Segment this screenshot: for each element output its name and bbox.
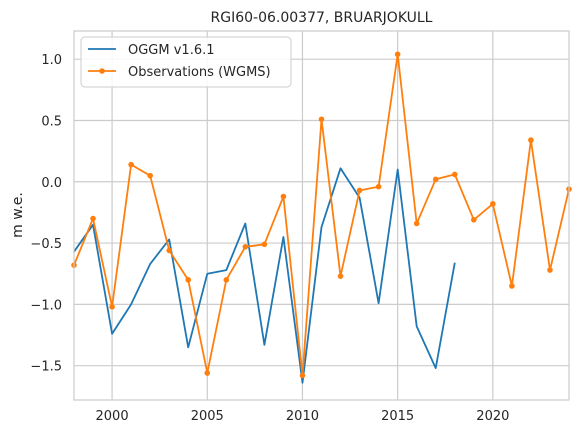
data-point xyxy=(147,172,153,179)
x-tick-label: 2000 xyxy=(96,409,129,424)
series-layer xyxy=(71,51,572,384)
data-point xyxy=(356,187,363,194)
data-point xyxy=(299,372,306,379)
data-point xyxy=(337,273,344,279)
y-tick-label: 0.0 xyxy=(41,176,62,191)
y-axis-label: m w.e. xyxy=(10,192,26,238)
data-point xyxy=(280,193,287,200)
data-point xyxy=(90,215,96,222)
data-point xyxy=(318,116,325,123)
data-point xyxy=(375,183,382,190)
series-line-1 xyxy=(73,53,570,377)
y-tick-label: −1.5 xyxy=(30,360,62,375)
data-point xyxy=(166,247,172,254)
legend-box xyxy=(80,36,292,88)
data-point xyxy=(471,216,477,223)
y-tick-labels: −1.5 −1.0 −0.5 0.0 0.5 1.0 xyxy=(30,53,62,374)
series-line-0 xyxy=(73,167,456,384)
y-tick-label: 1.0 xyxy=(41,53,62,68)
data-point xyxy=(490,201,496,207)
legend: OGGM v1.6.1 Observations (WGMS) xyxy=(80,36,292,88)
data-point xyxy=(413,220,420,227)
x-tick-label: 2015 xyxy=(381,409,414,424)
legend-label: OGGM v1.6.1 xyxy=(128,43,215,58)
data-point xyxy=(394,51,401,58)
legend-label: Observations (WGMS) xyxy=(128,65,271,80)
data-point xyxy=(528,137,534,143)
data-point xyxy=(432,176,439,183)
data-point xyxy=(547,267,553,273)
x-tick-label: 2020 xyxy=(476,409,509,424)
x-tick-labels: 2000 2005 2010 2015 2020 xyxy=(96,409,510,424)
data-point xyxy=(204,370,211,376)
data-point xyxy=(109,304,115,310)
y-tick-label: −0.5 xyxy=(30,237,62,252)
data-point xyxy=(223,277,230,283)
x-tick-label: 2005 xyxy=(191,409,224,424)
data-point xyxy=(451,171,458,178)
chart-title: RGI60-06.00377, BRUARJOKULL xyxy=(211,10,433,26)
data-point xyxy=(185,277,192,283)
data-point xyxy=(509,283,515,289)
data-point xyxy=(128,161,134,168)
x-tick-label: 2010 xyxy=(286,409,319,424)
plot-frame xyxy=(73,30,570,401)
y-tick-label: 0.5 xyxy=(41,114,62,129)
y-tick-label: −1.0 xyxy=(30,298,62,313)
data-point xyxy=(242,243,249,250)
data-point xyxy=(261,241,268,248)
legend-marker xyxy=(99,68,105,74)
